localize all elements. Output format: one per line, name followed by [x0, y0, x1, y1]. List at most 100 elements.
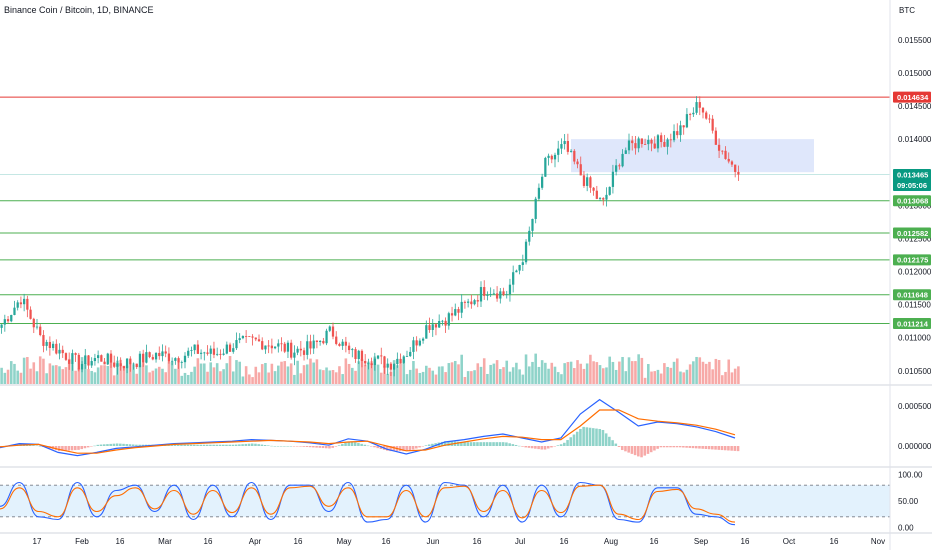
macd-hist-bar	[701, 446, 704, 449]
volume-bar	[524, 354, 528, 384]
macd-hist-bar	[489, 442, 492, 446]
volume-bar	[386, 373, 389, 384]
macd-hist-bar	[469, 442, 473, 446]
macd-hist-bar	[296, 446, 299, 447]
macd-hist-bar	[276, 446, 280, 447]
volume-bar	[106, 365, 110, 384]
volume-bar	[257, 372, 261, 384]
candle-body	[544, 157, 547, 177]
candle-body	[154, 352, 158, 360]
volume-bar	[437, 366, 441, 384]
macd-hist-bar	[312, 446, 315, 448]
volume-bar	[334, 372, 338, 384]
volume-bar	[109, 355, 113, 384]
time-axis[interactable]: 17 Feb 16 Mar 16 Apr 16 May 16 Jun 16 Jul 16 Aug 16 Sep…	[33, 537, 886, 546]
candle-body	[512, 272, 515, 285]
volume-bar	[103, 365, 106, 384]
stochastic-pane[interactable]	[0, 481, 890, 526]
macd-hist-bar	[77, 446, 80, 450]
candle-body	[621, 153, 624, 167]
volume-bar	[550, 362, 554, 384]
macd-hist-bar	[559, 444, 563, 446]
candle-body	[264, 345, 267, 350]
volume-bar	[309, 358, 312, 384]
candle-body	[428, 325, 431, 330]
price-axis-tick: 0.011500	[898, 301, 931, 310]
candle-body	[209, 348, 212, 354]
macd-hist-bar	[579, 428, 582, 446]
level-badge-label: 0.013068	[897, 197, 928, 206]
candle-body	[457, 309, 460, 313]
volume-bar	[254, 366, 258, 384]
macd-hist-bar	[115, 443, 119, 446]
candle-body	[344, 341, 347, 346]
candle-body	[721, 150, 724, 152]
macd-hist-bar	[627, 446, 630, 453]
macd-hist-bar	[363, 444, 367, 446]
volume-bar	[235, 360, 238, 384]
macd-hist-bar	[534, 446, 537, 449]
candle-body	[444, 320, 447, 326]
price-axis-tick: 0.010500	[898, 367, 932, 376]
volume-bar	[479, 366, 483, 384]
macd-hist-bar	[318, 446, 322, 448]
candle-body	[705, 112, 708, 119]
candle-body	[421, 338, 425, 341]
volume-bar	[248, 374, 251, 384]
macd-hist-bar	[122, 443, 125, 446]
horizontal-levels[interactable]	[0, 96, 890, 325]
candle-body	[0, 324, 3, 328]
macd-hist-bar	[138, 444, 141, 446]
macd-hist-bar	[427, 444, 431, 446]
volume-bar	[470, 371, 473, 384]
macd-hist-bar	[723, 446, 727, 451]
macd-hist-bar	[598, 429, 602, 446]
macd-hist-bar	[418, 446, 421, 448]
candle-body	[521, 262, 524, 265]
price-axis[interactable]: 0.0155000.0150000.0145000.0140000.013500…	[898, 36, 932, 533]
macd-hist-bar	[624, 446, 627, 452]
macd-hist-bar	[193, 444, 196, 446]
volume-bar	[328, 370, 332, 384]
macd-hist-bar	[495, 442, 499, 446]
candle-body	[647, 139, 650, 145]
candle-body	[3, 319, 6, 325]
macd-hist-bar	[38, 445, 42, 447]
candle-body	[515, 270, 518, 273]
macd-hist-bar	[360, 443, 363, 446]
volume-bar	[199, 363, 203, 384]
macd-hist-bar	[353, 442, 357, 446]
volume-bar	[537, 366, 541, 384]
volume-bar	[331, 370, 335, 384]
candle-body	[302, 350, 306, 355]
price-pane[interactable]	[0, 96, 890, 384]
macd-hist-bar	[511, 444, 515, 446]
candle-body	[563, 141, 566, 145]
macd-hist-bar	[222, 444, 225, 446]
macd-hist-bar	[563, 442, 566, 446]
volume-bar	[447, 363, 451, 384]
candle-body	[161, 351, 164, 357]
macd-pane[interactable]	[0, 398, 740, 458]
volume-bar	[286, 366, 290, 384]
volume-bar	[19, 372, 23, 384]
volume-bar	[26, 357, 29, 384]
candle-body	[338, 343, 341, 346]
candle-body	[518, 264, 521, 271]
candle-body	[193, 344, 196, 351]
candle-body	[412, 340, 415, 352]
volume-bar	[692, 361, 695, 384]
macd-hist-bar	[205, 444, 209, 446]
volume-bar	[270, 363, 274, 384]
volume-bar	[540, 360, 544, 384]
candle-body	[405, 356, 409, 357]
candle-body	[228, 344, 232, 352]
volume-bar	[351, 367, 354, 384]
candle-body	[32, 318, 35, 328]
volume-bar	[161, 368, 164, 384]
volume-bar	[157, 366, 161, 384]
volume-bar	[547, 368, 550, 384]
macd-hist-bar	[685, 446, 688, 448]
candle-body	[42, 335, 45, 346]
